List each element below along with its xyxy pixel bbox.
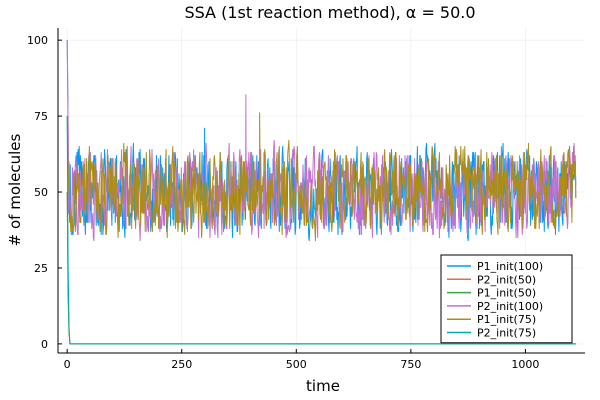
series-line-P1_init(75) [66,112,577,242]
x-axis-label: time [306,377,340,395]
y-tick-label: 50 [34,186,48,199]
x-tick-label: 500 [286,358,307,371]
chart-title: SSA (1st reaction method), α = 50.0 [184,3,475,22]
axes [57,28,585,354]
y-tick-label: 75 [34,110,48,123]
legend-label: P2_init(75) [477,327,536,340]
tick-labels: 0 250 500 750 1000 0 25 50 75 100 [27,34,539,371]
series-lines [66,40,577,345]
y-tick-label: 100 [27,34,48,47]
legend-label: P2_init(50) [477,273,536,286]
legend-box [440,254,573,344]
legend-label: P1_init(100) [477,260,543,273]
x-tick-label: 1000 [511,358,539,371]
y-tick-label: 25 [34,262,48,275]
series-line-P2_init(75) [66,116,576,345]
legend-label: P2_init(100) [477,300,543,313]
legend-label: P1_init(75) [477,313,536,326]
x-tick-label: 0 [64,358,71,371]
legend-label: P1_init(50) [477,287,536,300]
x-tick-label: 250 [171,358,192,371]
y-tick-label: 0 [41,338,48,351]
y-axis-label: # of molecules [6,133,24,246]
legend: P1_init(100)P2_init(50)P1_init(50)P2_ini… [440,254,573,344]
x-tick-label: 750 [400,358,421,371]
